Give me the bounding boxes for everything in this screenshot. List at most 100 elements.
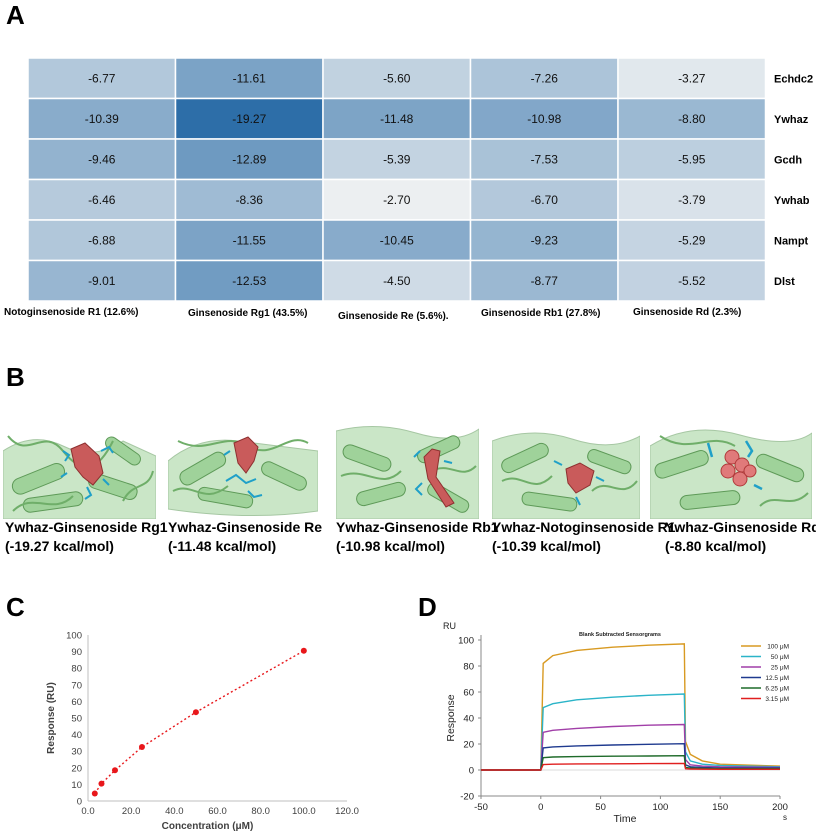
y-tick-label: 10 xyxy=(71,780,82,791)
docking-energy: (-10.39 kcal/mol) xyxy=(492,538,601,554)
x-tick-label: 60.0 xyxy=(208,806,227,817)
heatmap-column-label: Ginsenoside Rd (2.3%) xyxy=(633,307,741,318)
heatmap-value: -12.89 xyxy=(232,152,266,166)
heatmap-cell xyxy=(174,219,324,262)
x-tick-label: 50 xyxy=(595,802,606,813)
heatmap-row-label: Dlst xyxy=(774,276,795,288)
heatmap-cell xyxy=(617,97,767,140)
heatmap-cell xyxy=(469,178,619,221)
heatmap-value: -11.61 xyxy=(233,71,266,85)
x-tick-label: 150 xyxy=(712,802,728,813)
x-axis-label: Concentration (μM) xyxy=(162,821,254,831)
heatmap-value: -5.29 xyxy=(678,233,706,247)
docking-complex-name: Ywhaz-Ginsenoside Rg1 xyxy=(5,519,168,535)
heatmap-value: -3.27 xyxy=(678,71,706,85)
binding-response-chart: 0 10 20 30 40 50 60 70 80 90 100 0.0 20.0 40.0 60.0 80.… xyxy=(46,631,359,831)
y-tick-label: 60 xyxy=(71,697,82,708)
heatmap-column-label: Ginsenoside Rg1 (43.5%) xyxy=(188,308,307,319)
heatmap-value: -6.77 xyxy=(88,71,116,85)
x-tick-label: 40.0 xyxy=(165,806,184,817)
y-tick-label: 30 xyxy=(71,747,82,758)
docking-pose-image-4 xyxy=(492,421,640,519)
panel-label-c: C xyxy=(6,592,25,622)
x-tick-label: 120.0 xyxy=(335,806,359,817)
legend-label: 3.15 μM xyxy=(765,696,789,703)
y-tick-label: 40 xyxy=(463,714,474,725)
x-axis-label: Time xyxy=(614,813,637,825)
sensorgram-series-line xyxy=(481,643,781,771)
heatmap-value: -5.95 xyxy=(678,152,706,166)
y-tick-label: 0 xyxy=(77,797,82,808)
heatmap-value: -8.80 xyxy=(678,112,706,126)
docking-energy: (-8.80 kcal/mol) xyxy=(665,538,767,554)
heatmap-row-label: Ywhaz xyxy=(774,114,809,126)
data-point xyxy=(91,790,98,797)
heatmap-cell xyxy=(27,178,177,221)
heatmap-value: -12.53 xyxy=(232,274,266,288)
heatmap-cell xyxy=(617,259,767,302)
data-point xyxy=(192,709,199,716)
docking-energy: (-19.27 kcal/mol) xyxy=(5,538,114,554)
sensorgram-series-line xyxy=(481,742,780,771)
heatmap-cell xyxy=(27,219,177,262)
panel-label-b: B xyxy=(6,362,25,392)
y-tick-label: 90 xyxy=(71,647,82,658)
heatmap-value: -10.98 xyxy=(527,112,561,126)
legend-label: 12.5 μM xyxy=(765,675,789,682)
docking-complex-name: Ywhaz-Ginsenoside Rb1 xyxy=(336,519,499,535)
docking-energy: (-10.98 kcal/mol) xyxy=(336,538,445,554)
heatmap-value: -6.46 xyxy=(88,193,116,207)
data-point xyxy=(111,767,118,774)
x-tick-label: 100 xyxy=(652,802,668,813)
y-tick-label: 50 xyxy=(71,714,82,725)
docking-pose-image-2 xyxy=(168,421,318,519)
heatmap-value: -8.77 xyxy=(531,274,559,288)
heatmap-cell xyxy=(174,178,324,221)
legend-label: 25 μM xyxy=(771,665,789,672)
heatmap-cell xyxy=(174,259,324,302)
y-tick-label: 80 xyxy=(71,664,82,675)
docking-caption-1: Ywhaz-Ginsenoside Rg1 (-19.27 kcal/mol) xyxy=(5,518,168,556)
x-tick-label: -50 xyxy=(474,802,488,813)
heatmap-column-label: Notoginsenoside R1 (12.6%) xyxy=(4,307,138,318)
docking-pose-image-1 xyxy=(3,421,156,519)
heatmap-cell xyxy=(469,138,619,181)
heatmap-value: -9.46 xyxy=(88,152,116,166)
x-tick-label: 100.0 xyxy=(292,806,316,817)
y-tick-label: 0 xyxy=(469,766,474,777)
y-axis-label: Response xyxy=(445,694,457,741)
sensorgram-chart: RU Blank Subtracted Sensorgrams -20 0 20 40 60… xyxy=(443,621,789,825)
y-tick-label: 100 xyxy=(458,636,474,647)
legend-label: 6.25 μM xyxy=(765,686,789,693)
panel-label-d: D xyxy=(418,592,437,622)
docking-caption-2: Ywhaz-Ginsenoside Re (-11.48 kcal/mol) xyxy=(168,518,322,556)
heatmap-value: -11.55 xyxy=(233,233,266,247)
y-tick-label: 80 xyxy=(463,662,474,673)
docking-pose-image-5 xyxy=(650,421,812,519)
x-tick-label: 200 xyxy=(772,802,788,813)
y-tick-label: 20 xyxy=(71,763,82,774)
heatmap-value: -5.60 xyxy=(383,71,411,85)
data-point xyxy=(300,647,307,654)
fit-curve xyxy=(94,650,305,794)
x-tick-label: 0 xyxy=(538,802,543,813)
y-tick-label: 70 xyxy=(71,680,82,691)
heatmap-cell xyxy=(617,178,767,221)
heatmap-row-label: Nampt xyxy=(774,235,809,247)
docking-caption-3: Ywhaz-Ginsenoside Rb1 (-10.98 kcal/mol) xyxy=(336,518,499,556)
heatmap-value: -4.50 xyxy=(383,274,411,288)
docking-complex-name: Ywhaz-Ginsenoside Rd xyxy=(665,519,816,535)
y-tick-label: 60 xyxy=(463,688,474,699)
y-tick-label: -20 xyxy=(460,792,474,803)
heatmap-value: -9.23 xyxy=(531,233,559,247)
y-tick-label: 20 xyxy=(463,740,474,751)
heatmap-value: -10.45 xyxy=(380,233,414,247)
data-point xyxy=(138,744,145,751)
y-tick-label: 100 xyxy=(66,631,82,642)
sensorgram-series-line xyxy=(481,754,780,771)
heatmap-column-label: Ginsenoside Re (5.6%). xyxy=(338,311,449,322)
y-tick-label: 40 xyxy=(71,730,82,741)
heatmap-row-label: Echdc2 xyxy=(774,73,813,85)
legend-label: 50 μM xyxy=(771,654,789,661)
heatmap-cell xyxy=(322,219,472,262)
